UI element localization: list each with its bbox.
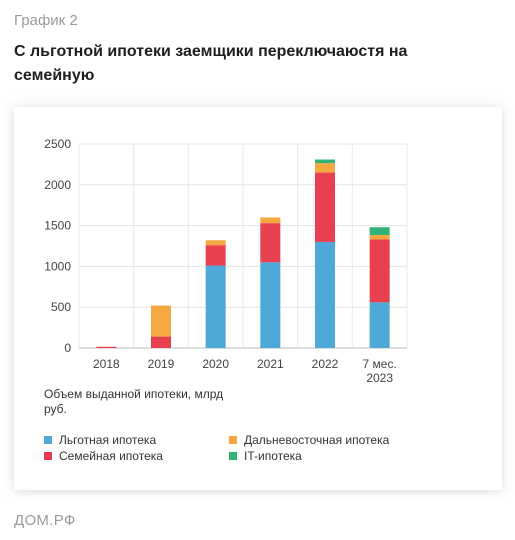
y-tick-label: 1000 [44, 259, 71, 273]
y-tick-label: 2500 [44, 137, 71, 151]
bar-segment [369, 302, 390, 348]
x-tick-label: 7 мес. [363, 357, 397, 371]
legend-label: Льготная ипотека [59, 433, 157, 447]
x-tick-label: 2019 [148, 357, 175, 371]
legend-label: Семейная ипотека [59, 449, 163, 463]
bar-segment [315, 241, 335, 348]
legend-label: Дальневосточная ипотека [244, 433, 390, 447]
legend-swatch [229, 436, 237, 444]
bar-segment [260, 217, 281, 224]
x-tick-label: 2018 [93, 357, 120, 371]
bar-segment [315, 172, 335, 242]
legend-item-dalnevostochnaya: Дальневосточная ипотека [229, 433, 389, 447]
legend-item-semeynaya: Семейная ипотека [44, 449, 163, 463]
bar-segment [369, 234, 390, 240]
bar-segment [96, 346, 117, 348]
legend-item-lgotnaya: Льготная ипотека [44, 433, 156, 447]
bar-segment [151, 336, 171, 348]
x-tick-label: 2021 [257, 357, 284, 371]
x-tick-label: 2020 [202, 357, 229, 371]
x-tick-label: 2023 [366, 371, 393, 385]
legend-swatch [44, 452, 52, 460]
bar-segment [205, 240, 226, 246]
bar-segment [151, 305, 171, 337]
legend-swatch [229, 452, 237, 460]
chart-units-note: Объем выданной ипотеки, млрд руб. [44, 387, 224, 416]
bar-segment [260, 223, 281, 263]
chart-number-label: График 2 [14, 12, 78, 29]
stacked-bar-chart: 0 500 1000 1500 2000 2500 2018 2019 2020 2021 2022… [44, 137, 408, 385]
bar-segment [315, 163, 335, 173]
bar-segment [205, 265, 226, 348]
bar-segment [315, 159, 335, 164]
y-tick-label: 0 [64, 341, 71, 355]
bar-segment [369, 239, 390, 303]
source-label: ДОМ.РФ [14, 512, 76, 529]
bar-segment [205, 245, 226, 266]
bar-segment [369, 227, 390, 235]
legend-swatch [44, 436, 52, 444]
chart-card: 0 500 1000 1500 2000 2500 2018 2019 2020 2021 2022… [14, 107, 502, 490]
y-tick-label: 1500 [44, 219, 71, 233]
legend-item-it: IT-ипотека [229, 449, 302, 463]
y-tick-label: 500 [51, 300, 71, 314]
bar-segment [260, 262, 281, 348]
legend-label: IT-ипотека [244, 449, 302, 463]
x-tick-label: 2022 [312, 357, 339, 371]
chart-headline: С льготной ипотеки заемщики переключаюст… [14, 43, 408, 84]
y-tick-label: 2000 [44, 178, 71, 192]
